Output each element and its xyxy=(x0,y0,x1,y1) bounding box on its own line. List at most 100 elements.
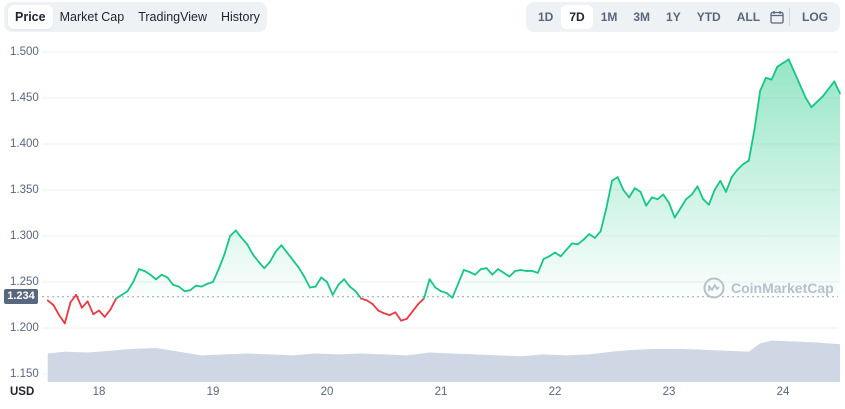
price-line-segment xyxy=(616,176,625,191)
price-line-segment xyxy=(559,248,568,258)
price-line-segment xyxy=(394,311,403,322)
price-line-segment xyxy=(462,269,471,273)
price-line-segment xyxy=(457,269,465,285)
price-line-segment xyxy=(656,193,665,201)
coinmarketcap-watermark: CoinMarketCap xyxy=(703,277,834,299)
range-7d[interactable]: 7D xyxy=(561,5,593,29)
coinmarketcap-logo-icon xyxy=(703,277,725,299)
price-line-segment xyxy=(440,290,448,294)
log-scale-toggle[interactable]: LOG xyxy=(802,10,828,24)
price-line-segment xyxy=(81,300,89,309)
price-line-segment xyxy=(98,309,106,318)
price-line-segment xyxy=(479,267,488,271)
price-line-segment xyxy=(417,297,425,305)
x-tick-label: 23 xyxy=(662,386,676,398)
price-line-segment xyxy=(759,76,767,92)
price-line-segment xyxy=(605,179,613,210)
price-line-segment xyxy=(365,299,374,305)
price-line-segment xyxy=(679,198,687,210)
price-line-segment xyxy=(719,179,727,193)
price-line-segment xyxy=(747,128,756,162)
price-line-segment xyxy=(360,297,368,302)
price-line-segment xyxy=(753,89,762,131)
range-all[interactable]: ALL xyxy=(736,10,761,24)
range-1y[interactable]: 1Y xyxy=(666,10,681,24)
price-line-segment xyxy=(725,176,733,193)
price-line-segment xyxy=(400,317,408,322)
price-line-segment xyxy=(251,253,260,263)
price-line xyxy=(46,58,841,325)
price-line-segment xyxy=(69,293,78,304)
price-line-segment xyxy=(776,62,784,68)
price-line-segment xyxy=(770,65,779,81)
price-line-segment xyxy=(537,258,545,274)
price-line-segment xyxy=(782,58,790,64)
price-line-segment xyxy=(320,276,328,283)
y-tick-label: 1.150 xyxy=(10,368,39,380)
price-line-segment xyxy=(377,309,385,315)
price-line-segment xyxy=(388,311,397,317)
y-tick-label: 1.500 xyxy=(10,46,39,58)
price-line-segment xyxy=(371,303,380,312)
range-3m[interactable]: 3M xyxy=(633,10,651,24)
range-1d[interactable]: 1D xyxy=(538,10,554,24)
x-tick-label: 21 xyxy=(434,386,448,398)
price-line-segment xyxy=(639,190,648,207)
price-line-segment xyxy=(63,301,72,325)
price-line-segment xyxy=(822,87,830,98)
toolbar-divider xyxy=(789,8,790,26)
price-line-segment xyxy=(497,268,505,274)
price-line-segment xyxy=(696,185,705,201)
range-1m[interactable]: 1M xyxy=(600,10,618,24)
y-tick-label: 1.350 xyxy=(10,184,39,196)
price-line-segment xyxy=(120,290,129,296)
price-line-segment xyxy=(816,95,824,103)
tab-price[interactable]: Price xyxy=(8,5,53,29)
y-tick-label: 1.250 xyxy=(10,276,39,288)
price-line-segment xyxy=(314,276,323,288)
price-line-segment xyxy=(155,273,163,281)
price-line-segment xyxy=(212,268,220,283)
price-line-segment xyxy=(52,304,60,317)
price-line-segment xyxy=(571,242,579,246)
price-line-segment xyxy=(685,193,693,201)
price-line-segment xyxy=(548,251,556,258)
tab-history[interactable]: History xyxy=(221,10,260,24)
price-line-segment xyxy=(827,80,836,90)
y-tick-label: 1.300 xyxy=(10,230,39,242)
price-line-segment xyxy=(565,242,573,251)
price-line-segment xyxy=(582,233,591,241)
calendar-icon[interactable] xyxy=(768,5,785,29)
price-line-segment xyxy=(183,289,192,293)
price-line-segment xyxy=(799,84,807,99)
tab-market-cap[interactable]: Market Cap xyxy=(59,10,125,24)
x-tick-label: 18 xyxy=(92,386,106,398)
price-line-segment xyxy=(109,297,117,311)
price-line-segment xyxy=(269,250,277,263)
price-line-segment xyxy=(645,196,653,207)
price-line-segment xyxy=(331,283,340,296)
price-line-segment xyxy=(149,273,157,281)
price-line-segment xyxy=(166,276,175,286)
price-line-segment xyxy=(833,80,841,95)
price-line-segment xyxy=(765,76,773,81)
current-price-tag: 1.234 xyxy=(4,289,38,304)
price-line-segment xyxy=(708,189,716,206)
price-line-segment xyxy=(234,229,243,239)
price-line-segment xyxy=(514,269,522,272)
price-line-segment xyxy=(206,281,214,285)
price-line-segment xyxy=(810,100,819,109)
price-line-segment xyxy=(383,312,391,317)
price-line-segment xyxy=(132,268,140,283)
price-line-segment xyxy=(126,281,135,293)
price-line-segment xyxy=(531,270,539,274)
time-range-tabs: 1D 7D 1M 3M 1Y YTD ALL LOG xyxy=(526,2,840,32)
price-line-segment xyxy=(668,201,676,219)
tab-tradingview[interactable]: TradingView xyxy=(138,10,207,24)
price-line-segment xyxy=(411,303,420,313)
price-line-segment xyxy=(286,251,294,261)
price-line-segment xyxy=(172,283,180,288)
price-line-segment xyxy=(103,308,112,318)
range-ytd[interactable]: YTD xyxy=(696,10,721,24)
